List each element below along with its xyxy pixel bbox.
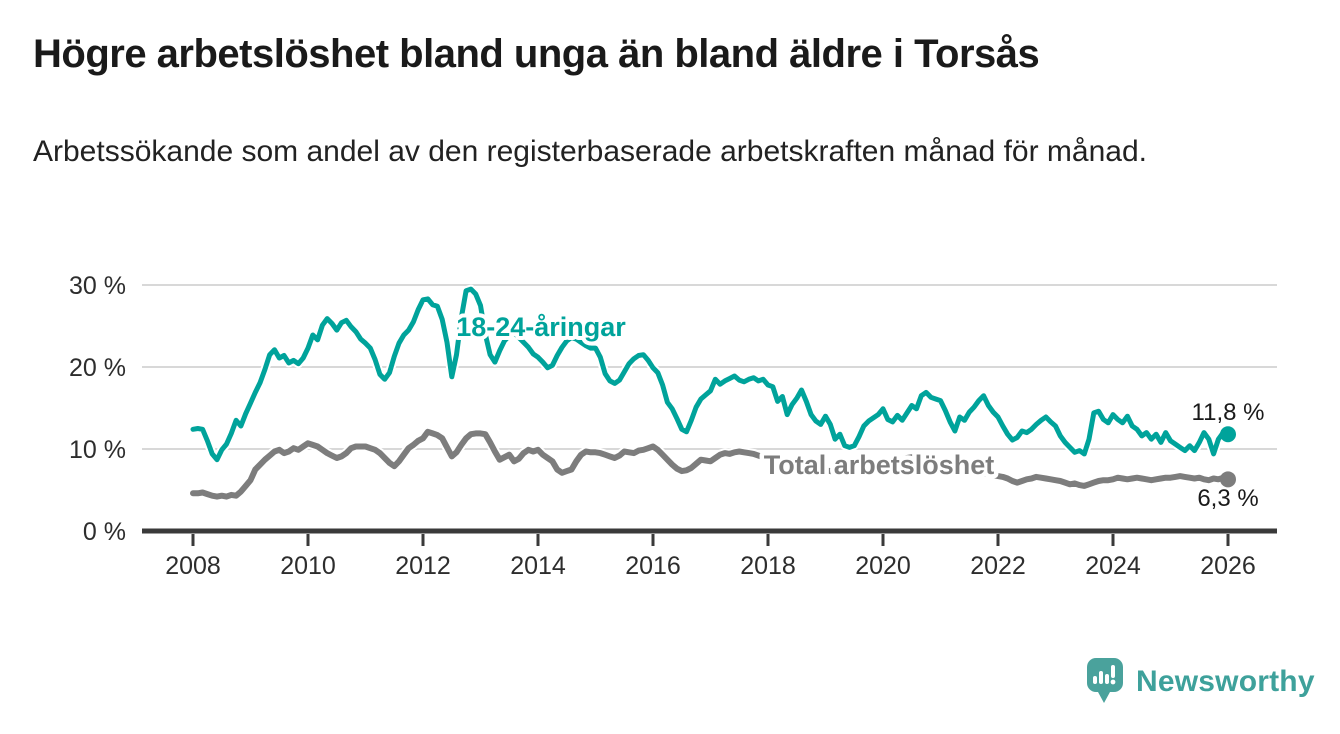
end-dot-Total arbetslöshet	[1220, 471, 1236, 488]
x-tick-label: 2008	[165, 552, 221, 580]
series-label-youth: 18-24-åringar	[456, 312, 626, 342]
y-tick-label: 0 %	[83, 518, 126, 546]
x-tick-labels: 2008 2010 2012 2014 2016 2018 2020 2022 2024 2026	[165, 552, 1256, 580]
x-tick-label: 2016	[625, 552, 681, 580]
line-chart: 0 % 10 % 20 % 30 % 2008 2010 2012 2014 2016 2018…	[69, 272, 1277, 580]
y-tick-label: 30 %	[69, 272, 126, 300]
x-axis	[142, 528, 1277, 546]
series-label-total: Total arbetslöshet	[764, 450, 995, 480]
chart-subtitle: Arbetssökande som andel av den registerb…	[33, 135, 1147, 168]
series-line-18-24-åringar	[190, 286, 1231, 463]
y-tick-label: 10 %	[69, 436, 126, 464]
x-tick-label: 2020	[855, 552, 911, 580]
newsworthy-logo[interactable]: Newsworthy	[1087, 658, 1315, 704]
end-value-label-youth: 11,8 %	[1192, 399, 1265, 426]
x-tick-label: 2012	[395, 552, 451, 580]
x-tick-label: 2026	[1200, 552, 1256, 580]
newsworthy-bubble-chart-icon	[1087, 658, 1123, 703]
newsworthy-logo-text: Newsworthy	[1136, 664, 1315, 698]
x-tick-label: 2024	[1085, 552, 1141, 580]
series-lines	[188, 284, 1233, 502]
series-line-Total arbetslöshet	[190, 428, 1231, 500]
x-tick-label: 2010	[280, 552, 336, 580]
y-tick-labels: 0 % 10 % 20 % 30 %	[69, 272, 126, 546]
x-tick-label: 2014	[510, 552, 566, 580]
end-value-label-total: 6,3 %	[1197, 485, 1258, 512]
page-title: Högre arbetslöshet bland unga än bland ä…	[33, 32, 1040, 76]
x-tick-label: 2018	[740, 552, 796, 580]
x-tick-label: 2022	[970, 552, 1026, 580]
y-tick-label: 20 %	[69, 354, 126, 382]
end-dot-18-24-åringar	[1220, 426, 1236, 443]
series-end-dots	[1220, 426, 1236, 488]
